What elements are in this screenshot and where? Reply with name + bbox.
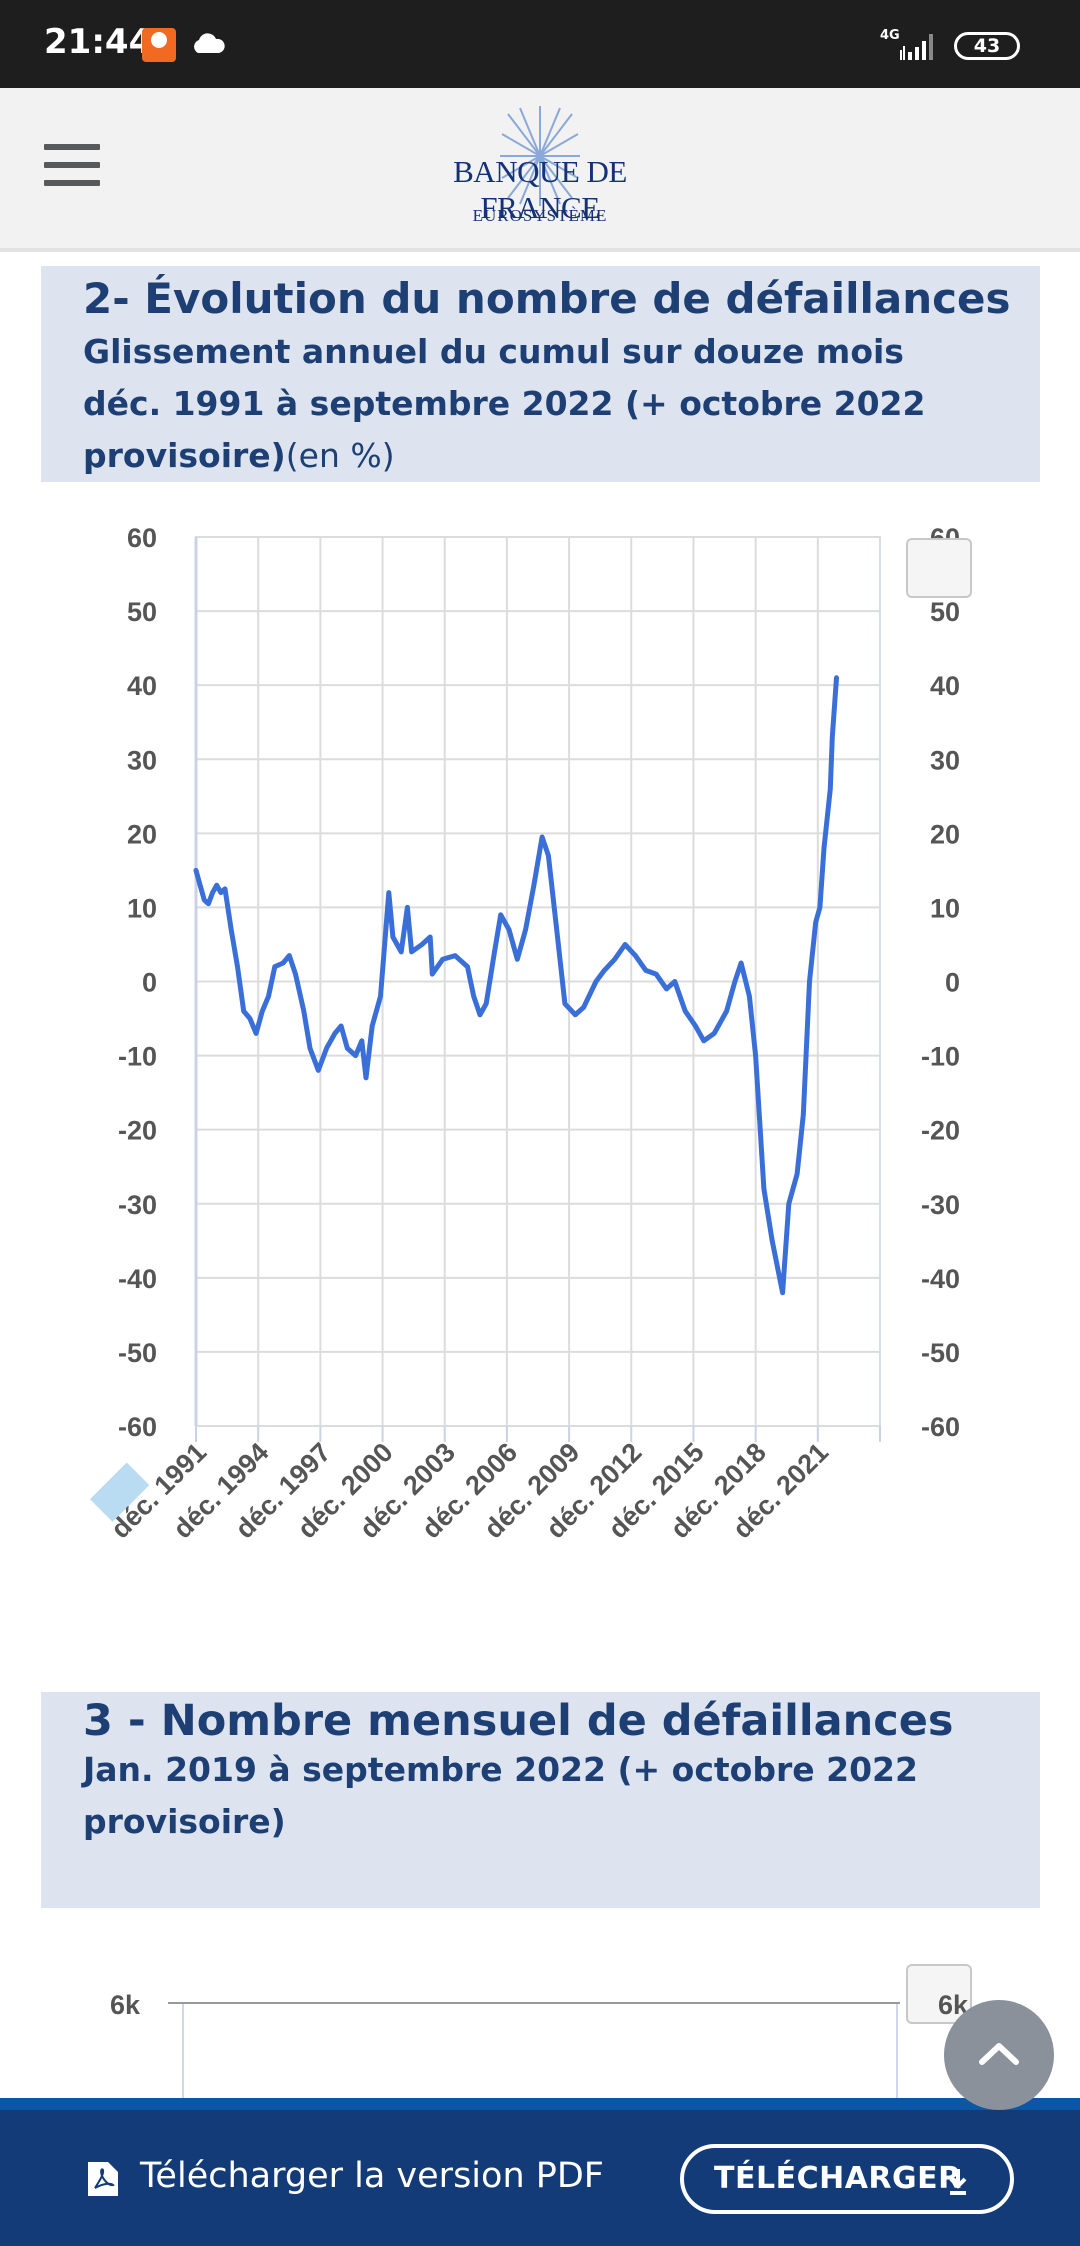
y-axis-left-tick-label: 40 (127, 671, 157, 701)
y-axis-left-tick-label: 60 (127, 523, 157, 553)
y-axis-left-tick-label: -40 (118, 1264, 157, 1294)
section-3-subtitle: Jan. 2019 à septembre 2022 (+ octobre 20… (83, 1744, 983, 1848)
chart-3-left-axis-label: 6k (110, 1990, 141, 2020)
y-axis-left-tick-label: 0 (142, 968, 157, 998)
y-axis-left-tick-label: -10 (118, 1042, 157, 1072)
section-2-subtitle-line2: déc. 1991 à septembre 2022 (+ octobre 20… (83, 384, 926, 423)
logo-subtitle: EUROSYSTÈME (472, 206, 608, 225)
download-arrow-icon (949, 2169, 967, 2195)
series-line (193, 675, 839, 1296)
logo-sunburst-icon (500, 106, 580, 206)
pdf-download-text[interactable]: Télécharger la version PDF (140, 2156, 604, 2196)
section-2-title: 2- Évolution du nombre de défaillances (83, 274, 1011, 323)
section-2-subtitle-line3-bold: provisoire) (83, 436, 286, 475)
status-time: 21:44 (44, 22, 153, 62)
banque-de-france-logo[interactable]: BANQUE DE FRANCE EUROSYSTÈME (390, 106, 690, 236)
notification-app-icon (142, 28, 176, 62)
scroll-to-top-button[interactable] (944, 2000, 1054, 2110)
section-2-subtitle-line3: provisoire)(en %) (83, 430, 983, 482)
chart-2-menu-button[interactable] (906, 538, 972, 598)
section-3-title: 3 - Nombre mensuel de défaillances (83, 1696, 954, 1746)
y-axis-right-tick-label: 50 (930, 597, 960, 627)
cloud-icon (194, 33, 225, 53)
battery-indicator: 43 (954, 32, 1020, 60)
y-axis-right-tick-label: 0 (945, 968, 960, 998)
section-2-subtitle: Glissement annuel du cumul sur douze moi… (83, 326, 983, 482)
section-3-subtitle-line2: provisoire) (83, 1802, 286, 1841)
site-header: BANQUE DE FRANCE EUROSYSTÈME (0, 88, 1080, 252)
y-axis-left-tick-label: -30 (118, 1190, 157, 1220)
pdf-icon (88, 2162, 118, 2196)
y-axis-right-tick-label: -50 (921, 1338, 960, 1368)
signal-icon (900, 34, 933, 60)
y-axis-right-tick-label: -30 (921, 1190, 960, 1220)
y-axis-left-tick-label: -50 (118, 1338, 157, 1368)
y-axis-right-tick-label: -40 (921, 1264, 960, 1294)
section-3-subtitle-line1: Jan. 2019 à septembre 2022 (+ octobre 20… (83, 1750, 918, 1789)
menu-icon[interactable] (44, 144, 100, 190)
network-type: 4G (880, 28, 900, 43)
pdf-download-bar: Télécharger la version PDF TÉLÉCHARGER (0, 2098, 1080, 2246)
y-axis-left-tick-label: -20 (118, 1116, 157, 1146)
section-2-header: 2- Évolution du nombre de défaillances G… (41, 266, 1040, 482)
chart-3-gridline (168, 2002, 900, 2004)
download-button-label: TÉLÉCHARGER (714, 2161, 962, 2196)
y-axis-right-tick-label: -10 (921, 1042, 960, 1072)
section-2-subtitle-line3-unit: (en %) (285, 436, 395, 475)
y-axis-left-tick-label: 20 (127, 819, 157, 849)
chart-3-right-border (896, 2004, 898, 2114)
y-axis-right-tick-label: 30 (930, 745, 960, 775)
section-3-header: 3 - Nombre mensuel de défaillances Jan. … (41, 1692, 1040, 1908)
download-button[interactable]: TÉLÉCHARGER (680, 2144, 1014, 2214)
logo-title: BANQUE DE FRANCE (453, 154, 627, 225)
defaillances-line-chart[interactable]: 60605050404030302020101000-10-10-20-20-3… (0, 500, 1080, 1600)
y-axis-right-tick-label: 40 (930, 671, 960, 701)
y-axis-left-tick-label: 50 (127, 597, 157, 627)
y-axis-right-tick-label: 10 (930, 893, 960, 923)
chevron-up-icon (979, 2043, 1019, 2065)
y-axis-right-tick-label: 20 (930, 819, 960, 849)
x-axis-first-label-highlight (89, 1462, 150, 1522)
y-axis-left-tick-label: 30 (127, 745, 157, 775)
y-axis-left-tick-label: 10 (127, 893, 157, 923)
section-2-subtitle-line1: Glissement annuel du cumul sur douze moi… (83, 332, 904, 371)
y-axis-left-tick-label: -60 (118, 1412, 157, 1442)
status-bar: 21:44 4G 43 (0, 0, 1080, 88)
y-axis-right-tick-label: -60 (921, 1412, 960, 1442)
chart-3-left-border (182, 2004, 184, 2114)
y-axis-right-tick-label: -20 (921, 1116, 960, 1146)
